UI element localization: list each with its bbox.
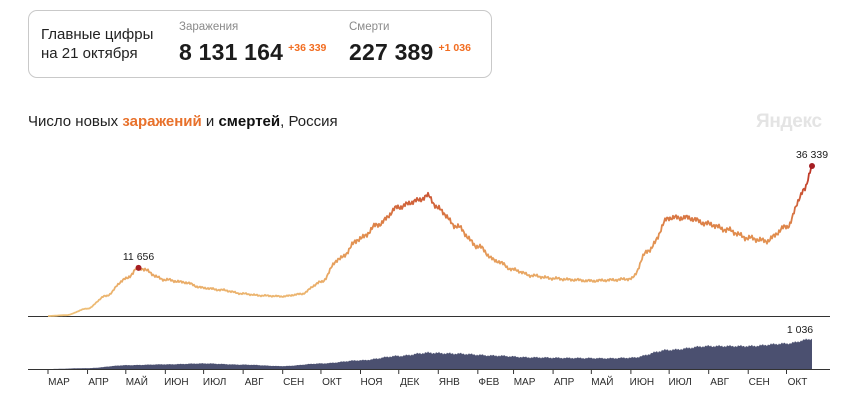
deaths-peak-label: 1 036 xyxy=(787,324,813,336)
x-tick-label: ИЮН xyxy=(630,377,655,388)
x-tick-label: АВГ xyxy=(245,377,264,388)
summary-label: Главные цифры на 21 октября xyxy=(41,25,181,63)
summary-card: Главные цифры на 21 октября Заражения 8 … xyxy=(28,10,492,78)
x-tick-label: МАР xyxy=(514,377,536,388)
x-tick-label: ИЮЛ xyxy=(203,377,226,388)
deaths-title: Смерти xyxy=(349,21,390,33)
x-tick-label: СЕН xyxy=(749,377,770,388)
x-tick-label: ФЕВ xyxy=(478,377,499,388)
x-tick-label: МАЙ xyxy=(591,375,613,388)
x-tick-label: ЯНВ xyxy=(439,377,460,388)
chart-title-suffix: , Россия xyxy=(280,113,338,130)
summary-label-line1: Главные цифры xyxy=(41,26,154,43)
cases-line xyxy=(48,165,813,317)
x-tick-label: ИЮН xyxy=(164,377,189,388)
cases-peak-label: 36 339 xyxy=(796,149,828,161)
deaths-stat: Смерти 227 389 +1 036 xyxy=(349,21,471,66)
x-tick-label: АВГ xyxy=(710,377,729,388)
cases-peak-label: 11 656 xyxy=(123,251,154,263)
cases-peak-marker xyxy=(135,264,142,271)
cases-peak-marker xyxy=(809,163,815,169)
x-tick-label: АПР xyxy=(88,377,109,388)
chart-title-cases: заражений xyxy=(122,113,202,130)
cases-delta: +36 339 xyxy=(288,42,327,54)
chart-title-deaths: смертей xyxy=(218,113,281,130)
x-tick-label: ДЕК xyxy=(400,377,419,388)
deaths-area xyxy=(48,338,812,369)
chart-title-prefix: Число новых xyxy=(28,113,123,130)
summary-label-line2: на 21 октября xyxy=(41,45,138,62)
deaths-total: 227 389 xyxy=(349,39,434,65)
x-tick-label: НОЯ xyxy=(360,377,382,388)
cases-title: Заражения xyxy=(179,21,239,33)
yandex-watermark: Яндекс xyxy=(756,111,822,132)
x-tick-label: МАР xyxy=(48,377,70,388)
x-tick-label: АПР xyxy=(554,377,575,388)
x-tick-label: ИЮЛ xyxy=(668,377,691,388)
chart-title: Число новых заражений и смертей, Россия xyxy=(28,113,338,130)
deaths-delta: +1 036 xyxy=(438,42,471,54)
x-tick-label: ОКТ xyxy=(322,377,342,388)
cases-total: 8 131 164 xyxy=(179,39,284,65)
chart-title-middle: и xyxy=(201,113,219,130)
x-tick-label: СЕН xyxy=(283,377,304,388)
cases-stat: Заражения 8 131 164 +36 339 xyxy=(179,21,326,66)
x-tick-label: МАЙ xyxy=(126,375,148,388)
x-tick-label: ОКТ xyxy=(788,377,808,388)
